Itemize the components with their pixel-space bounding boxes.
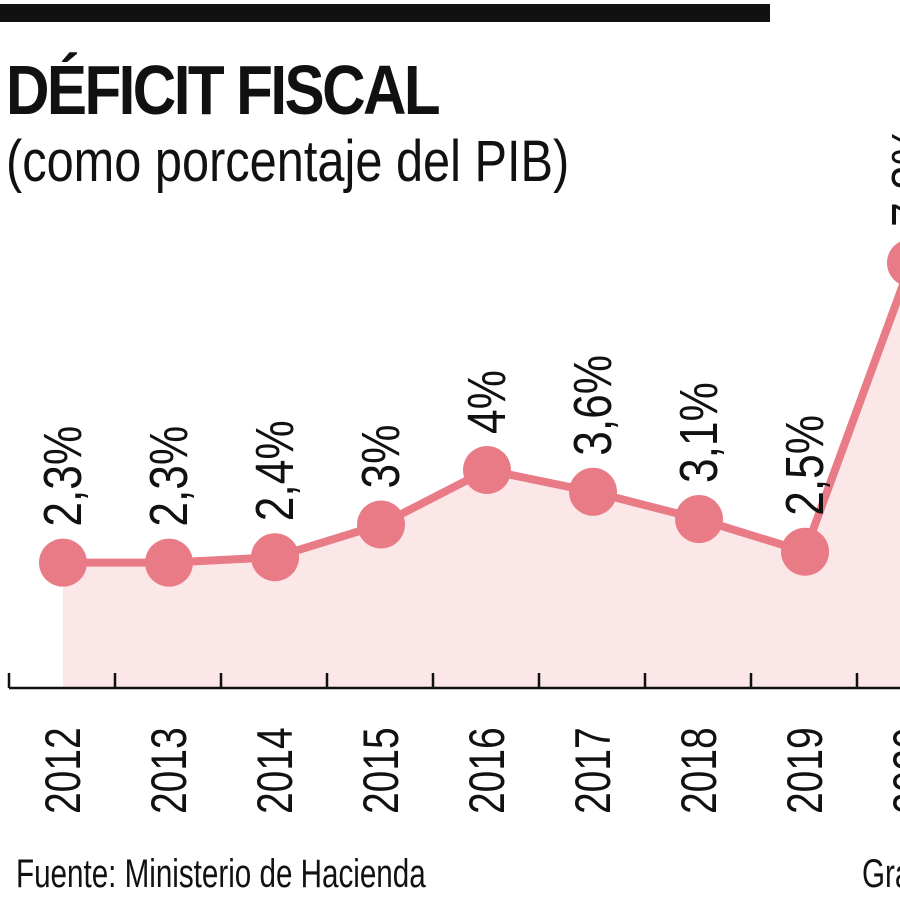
x-tick-label: 2014 xyxy=(246,727,303,814)
x-tick-label: 2015 xyxy=(352,727,409,814)
x-tick-label: 2016 xyxy=(458,727,515,814)
chart-title: DÉFICIT FISCAL xyxy=(6,51,441,129)
data-point xyxy=(569,467,617,516)
source-note: Fuente: Ministerio de Hacienda xyxy=(16,852,426,896)
data-label: 4% xyxy=(457,370,517,434)
data-label: 7,8% xyxy=(881,126,900,227)
data-label: 2,3% xyxy=(139,426,199,527)
data-point xyxy=(145,538,193,587)
x-tick-label: 2012 xyxy=(34,727,91,814)
data-label: 3% xyxy=(351,425,411,489)
data-label: 2,4% xyxy=(245,420,305,521)
x-tick-label: 2013 xyxy=(140,727,197,814)
data-point xyxy=(251,533,299,582)
x-tick-label: 2020 xyxy=(882,727,900,814)
data-point xyxy=(357,500,405,549)
x-tick-label: 2019 xyxy=(776,727,833,814)
data-point xyxy=(39,538,87,587)
credit-note: Gra xyxy=(862,852,900,896)
data-point xyxy=(463,446,511,494)
data-label: 3,6% xyxy=(563,355,623,456)
top-rule xyxy=(0,4,770,22)
data-label: 2,3% xyxy=(33,426,93,527)
x-tick-label: 2017 xyxy=(564,727,621,814)
x-tick-label: 2018 xyxy=(670,727,727,814)
data-point xyxy=(781,527,829,576)
data-label: 2,5% xyxy=(775,415,835,516)
data-point xyxy=(675,495,723,544)
chart-subtitle: (como porcentaje del PIB) xyxy=(6,129,570,194)
data-point xyxy=(887,241,900,285)
data-label: 3,1% xyxy=(669,382,729,483)
